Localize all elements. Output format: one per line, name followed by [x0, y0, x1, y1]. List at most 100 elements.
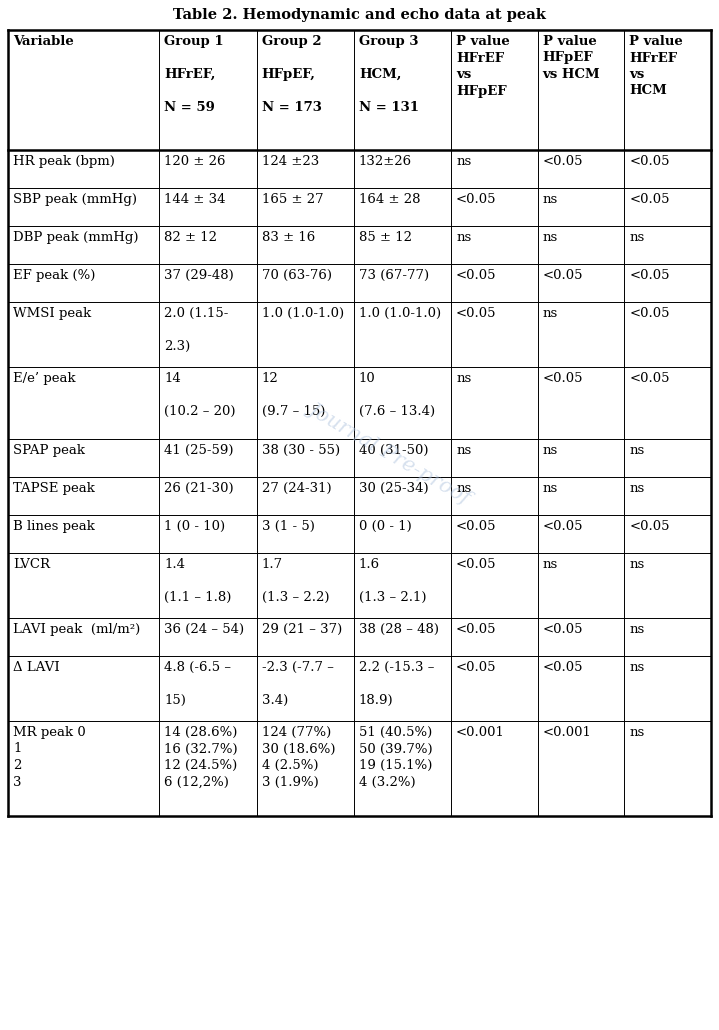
Text: ns: ns	[543, 193, 558, 206]
Text: 165 ± 27: 165 ± 27	[262, 193, 324, 206]
Text: <0.05: <0.05	[629, 269, 670, 282]
Text: SPAP peak: SPAP peak	[13, 444, 85, 457]
Text: 38 (30 - 55): 38 (30 - 55)	[262, 444, 340, 457]
Text: ns: ns	[543, 482, 558, 495]
Text: 12

(9.7 – 15): 12 (9.7 – 15)	[262, 372, 325, 418]
Text: P value
HFrEF
vs
HFpEF: P value HFrEF vs HFpEF	[456, 35, 510, 98]
Text: Journal Pre-proof: Journal Pre-proof	[306, 399, 474, 507]
Text: <0.05: <0.05	[456, 661, 497, 674]
Text: <0.05: <0.05	[629, 154, 670, 168]
Text: <0.001: <0.001	[456, 726, 505, 739]
Text: 132±26: 132±26	[359, 154, 412, 168]
Text: <0.05: <0.05	[456, 269, 497, 282]
Text: 144 ± 34: 144 ± 34	[165, 193, 226, 206]
Text: <0.05: <0.05	[543, 623, 583, 636]
Text: ns: ns	[456, 154, 472, 168]
Text: Variable: Variable	[13, 35, 74, 48]
Text: 2.2 (-15.3 –

18.9): 2.2 (-15.3 – 18.9)	[359, 661, 434, 707]
Text: 51 (40.5%)
50 (39.7%)
19 (15.1%)
4 (3.2%): 51 (40.5%) 50 (39.7%) 19 (15.1%) 4 (3.2%…	[359, 726, 433, 789]
Text: B lines peak: B lines peak	[13, 520, 95, 533]
Text: ns: ns	[543, 444, 558, 457]
Text: ns: ns	[629, 661, 645, 674]
Text: Group 3

HCM,

N = 131: Group 3 HCM, N = 131	[359, 35, 419, 114]
Text: P value
HFrEF
vs
HCM: P value HFrEF vs HCM	[629, 35, 683, 98]
Text: 1.7

(1.3 – 2.2): 1.7 (1.3 – 2.2)	[262, 558, 329, 604]
Text: 4.8 (-6.5 –

15): 4.8 (-6.5 – 15)	[165, 661, 232, 707]
Text: -2.3 (-7.7 –

3.4): -2.3 (-7.7 – 3.4)	[262, 661, 334, 707]
Text: 124 ±23: 124 ±23	[262, 154, 319, 168]
Text: 1.0 (1.0-1.0): 1.0 (1.0-1.0)	[262, 307, 344, 320]
Text: ns: ns	[543, 231, 558, 244]
Text: 27 (24-31): 27 (24-31)	[262, 482, 331, 495]
Text: 29 (21 – 37): 29 (21 – 37)	[262, 623, 342, 636]
Text: ns: ns	[629, 558, 645, 571]
Text: 37 (29-48): 37 (29-48)	[165, 269, 234, 282]
Text: 1.0 (1.0-1.0): 1.0 (1.0-1.0)	[359, 307, 441, 320]
Text: ns: ns	[629, 623, 645, 636]
Text: <0.05: <0.05	[456, 307, 497, 320]
Text: <0.05: <0.05	[543, 154, 583, 168]
Text: 0 (0 - 1): 0 (0 - 1)	[359, 520, 411, 533]
Text: 14

(10.2 – 20): 14 (10.2 – 20)	[165, 372, 236, 418]
Text: <0.05: <0.05	[629, 193, 670, 206]
Text: SBP peak (mmHg): SBP peak (mmHg)	[13, 193, 137, 206]
Text: <0.05: <0.05	[456, 193, 497, 206]
Text: P value
HFpEF
vs HCM: P value HFpEF vs HCM	[543, 35, 600, 81]
Text: 85 ± 12: 85 ± 12	[359, 231, 412, 244]
Text: <0.05: <0.05	[543, 520, 583, 533]
Text: <0.05: <0.05	[543, 372, 583, 385]
Text: ns: ns	[629, 482, 645, 495]
Text: 36 (24 – 54): 36 (24 – 54)	[165, 623, 244, 636]
Text: Δ LAVI: Δ LAVI	[13, 661, 60, 674]
Text: TAPSE peak: TAPSE peak	[13, 482, 95, 495]
Text: MR peak 0
1
2
3: MR peak 0 1 2 3	[13, 726, 86, 789]
Text: <0.05: <0.05	[629, 520, 670, 533]
Text: 3 (1 - 5): 3 (1 - 5)	[262, 520, 314, 533]
Text: ns: ns	[543, 307, 558, 320]
Text: WMSI peak: WMSI peak	[13, 307, 91, 320]
Text: Group 1

HFrEF,

N = 59: Group 1 HFrEF, N = 59	[165, 35, 224, 114]
Text: E/e’ peak: E/e’ peak	[13, 372, 75, 385]
Text: LVCR: LVCR	[13, 558, 50, 571]
Text: 38 (28 – 48): 38 (28 – 48)	[359, 623, 439, 636]
Text: 1.4

(1.1 – 1.8): 1.4 (1.1 – 1.8)	[165, 558, 232, 604]
Text: 26 (21-30): 26 (21-30)	[165, 482, 234, 495]
Text: <0.05: <0.05	[629, 307, 670, 320]
Text: 83 ± 16: 83 ± 16	[262, 231, 315, 244]
Text: <0.05: <0.05	[629, 372, 670, 385]
Text: Group 2

HFpEF,

N = 173: Group 2 HFpEF, N = 173	[262, 35, 321, 114]
Text: <0.05: <0.05	[456, 623, 497, 636]
Text: ns: ns	[456, 482, 472, 495]
Text: Table 2. Hemodynamic and echo data at peak: Table 2. Hemodynamic and echo data at pe…	[173, 8, 546, 22]
Text: <0.05: <0.05	[456, 520, 497, 533]
Text: ns: ns	[543, 558, 558, 571]
Text: ns: ns	[456, 444, 472, 457]
Text: ns: ns	[456, 231, 472, 244]
Text: 2.0 (1.15-

2.3): 2.0 (1.15- 2.3)	[165, 307, 229, 353]
Text: 70 (63-76): 70 (63-76)	[262, 269, 331, 282]
Text: 124 (77%)
30 (18.6%)
4 (2.5%)
3 (1.9%): 124 (77%) 30 (18.6%) 4 (2.5%) 3 (1.9%)	[262, 726, 335, 789]
Text: HR peak (bpm): HR peak (bpm)	[13, 154, 115, 168]
Text: ns: ns	[629, 726, 645, 739]
Text: 82 ± 12: 82 ± 12	[165, 231, 217, 244]
Text: DBP peak (mmHg): DBP peak (mmHg)	[13, 231, 139, 244]
Text: ns: ns	[456, 372, 472, 385]
Text: LAVI peak  (ml/m²): LAVI peak (ml/m²)	[13, 623, 140, 636]
Text: 73 (67-77): 73 (67-77)	[359, 269, 429, 282]
Text: 10

(7.6 – 13.4): 10 (7.6 – 13.4)	[359, 372, 435, 418]
Text: 164 ± 28: 164 ± 28	[359, 193, 421, 206]
Text: <0.05: <0.05	[456, 558, 497, 571]
Text: ns: ns	[629, 444, 645, 457]
Text: 40 (31-50): 40 (31-50)	[359, 444, 429, 457]
Text: <0.05: <0.05	[543, 661, 583, 674]
Text: 14 (28.6%)
16 (32.7%)
12 (24.5%)
6 (12,2%): 14 (28.6%) 16 (32.7%) 12 (24.5%) 6 (12,2…	[165, 726, 238, 789]
Text: ns: ns	[629, 231, 645, 244]
Text: 120 ± 26: 120 ± 26	[165, 154, 226, 168]
Text: <0.001: <0.001	[543, 726, 592, 739]
Text: 30 (25-34): 30 (25-34)	[359, 482, 429, 495]
Text: 1 (0 - 10): 1 (0 - 10)	[165, 520, 226, 533]
Text: <0.05: <0.05	[543, 269, 583, 282]
Text: 41 (25-59): 41 (25-59)	[165, 444, 234, 457]
Text: 1.6

(1.3 – 2.1): 1.6 (1.3 – 2.1)	[359, 558, 426, 604]
Text: EF peak (%): EF peak (%)	[13, 269, 96, 282]
